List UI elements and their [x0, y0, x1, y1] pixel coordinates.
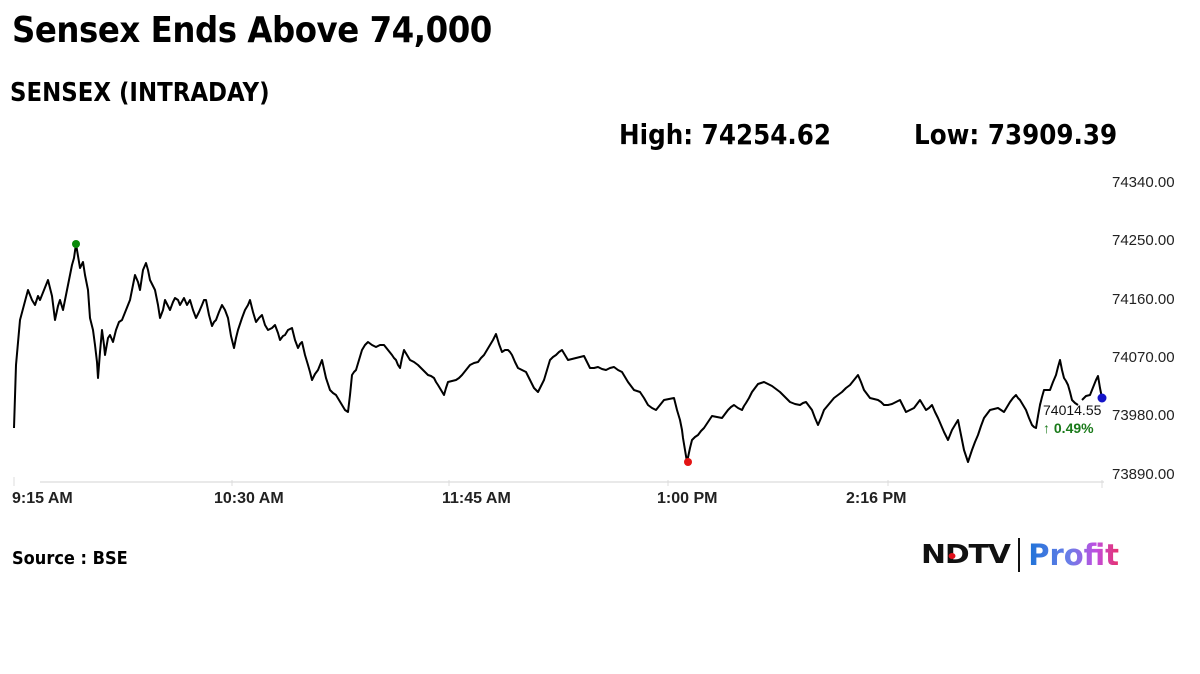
low-stat: Low: 73909.39 [914, 118, 1118, 151]
logo-ndtv-text: NDTV [921, 540, 1011, 570]
chart-subtitle: SENSEX (INTRADAY) [10, 78, 270, 108]
y-tick-label: 74250.00 [1112, 232, 1175, 249]
high-marker-icon [72, 240, 80, 248]
sensex-line-tail [1081, 375, 1103, 401]
x-tick-label: 9:15 AM [12, 490, 73, 507]
logo-divider [1018, 538, 1021, 572]
y-tick-label: 73890.00 [1112, 466, 1175, 483]
x-tick-label: 2:16 PM [846, 490, 907, 507]
y-tick-label: 74070.00 [1112, 349, 1175, 366]
x-tick-label: 1:00 PM [657, 490, 718, 507]
low-marker-icon [684, 458, 692, 466]
ndtv-profit-logo: NDTV Profit [921, 537, 1119, 573]
y-tick-label: 74340.00 [1112, 174, 1175, 191]
sensex-line [13, 243, 1079, 463]
last-price-pointer [1037, 402, 1041, 419]
page-title: Sensex Ends Above 74,000 [12, 10, 492, 51]
last-price-marker-icon [1097, 393, 1107, 403]
source-note: Source : BSE [12, 548, 128, 569]
y-tick-label: 73980.00 [1112, 407, 1175, 424]
logo-profit-text: Profit [1028, 538, 1120, 572]
last-price-value: 74014.55 [1043, 402, 1102, 418]
logo-red-dot-icon [948, 553, 956, 559]
high-stat: High: 74254.62 [619, 118, 832, 151]
y-tick-label: 74160.00 [1112, 291, 1175, 308]
last-price-change: ↑ 0.49% [1043, 420, 1094, 436]
x-tick-label: 11:45 AM [442, 490, 511, 507]
x-tick-label: 10:30 AM [214, 490, 284, 507]
